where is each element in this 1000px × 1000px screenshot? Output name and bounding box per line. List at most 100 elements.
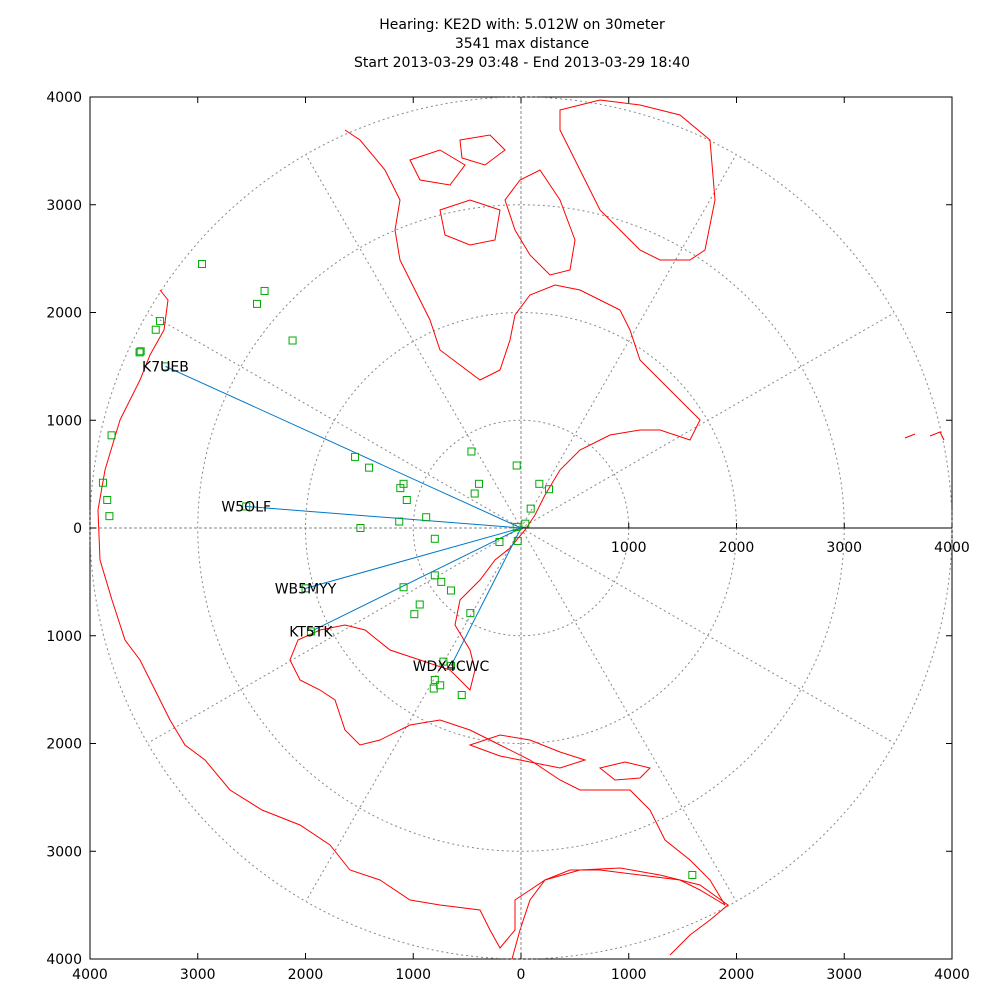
chart-title: Hearing: KE2D with: 5.012W on 30meter 35… bbox=[322, 16, 722, 73]
center-tick-label: 3000 bbox=[826, 540, 862, 556]
spot-marker bbox=[351, 452, 360, 461]
spot-marker bbox=[512, 522, 521, 531]
spot-marker bbox=[521, 519, 530, 528]
coastline-arctic-islands bbox=[409, 134, 506, 246]
spot-marker bbox=[436, 681, 445, 690]
y-tick-label: 3000 bbox=[46, 844, 82, 860]
y-tick-label: 4000 bbox=[46, 952, 82, 968]
coastline-baffin bbox=[504, 169, 576, 276]
spoke-300 bbox=[147, 312, 522, 529]
spot-marker bbox=[365, 463, 374, 472]
spoke-30 bbox=[520, 154, 737, 529]
spot-marker bbox=[151, 325, 160, 334]
spot-marker-wdx4cwc bbox=[446, 661, 455, 670]
spot-line-k7ueb bbox=[165, 365, 522, 529]
center-tick-label: 2000 bbox=[719, 540, 755, 556]
spot-marker bbox=[470, 489, 479, 498]
spot-line-w5olf bbox=[246, 505, 522, 529]
spot-marker bbox=[429, 684, 438, 693]
spot-marker-k7ueb bbox=[161, 362, 170, 371]
spot-line-wdx4cwc bbox=[450, 527, 522, 667]
spoke-330 bbox=[305, 154, 522, 529]
station-label-kt5tk: KT5TK bbox=[289, 624, 333, 640]
spot-marker bbox=[402, 495, 411, 504]
center-tick-label: 1000 bbox=[611, 540, 647, 556]
spot-marker bbox=[422, 513, 431, 522]
spot-marker bbox=[288, 336, 297, 345]
spot-marker bbox=[399, 583, 408, 592]
spot-marker bbox=[98, 478, 107, 487]
spot-marker bbox=[415, 600, 424, 609]
spot-marker bbox=[545, 485, 554, 494]
title-line-2: 3541 max distance bbox=[454, 36, 590, 52]
axis-ticks: 4000 3000 2000 1000 0 1000 2000 3000 40004000300… bbox=[46, 90, 969, 983]
coastline-north-america bbox=[97, 129, 726, 949]
spoke-150 bbox=[520, 527, 737, 902]
y-tick-label: 3000 bbox=[46, 198, 82, 214]
spot-marker bbox=[253, 299, 262, 308]
x-tick-label: 1000 bbox=[611, 967, 647, 983]
station-label-k7ueb: K7UEB bbox=[142, 359, 189, 375]
spot-marker bbox=[136, 347, 145, 356]
spot-marker bbox=[260, 286, 269, 295]
x-tick-label: 4000 bbox=[72, 967, 108, 983]
spot-lines bbox=[165, 365, 522, 667]
spot-marker bbox=[410, 610, 419, 619]
spot-marker bbox=[107, 431, 116, 440]
spot-marker-kt5tk bbox=[306, 627, 315, 636]
spot-marker-wb5myy bbox=[301, 584, 310, 593]
spot-marker bbox=[395, 517, 404, 526]
spot-marker bbox=[430, 675, 439, 684]
spot-marker bbox=[526, 504, 535, 513]
spot-marker bbox=[437, 577, 446, 586]
spot-marker bbox=[396, 484, 405, 493]
spot-line-kt5tk bbox=[310, 527, 522, 632]
x-tick-label: 4000 bbox=[934, 967, 970, 983]
spoke-60 bbox=[520, 312, 895, 529]
coastlines bbox=[97, 99, 945, 960]
spot-marker bbox=[105, 512, 114, 521]
x-tick-label: 3000 bbox=[180, 967, 216, 983]
coastline-hispaniola bbox=[598, 761, 651, 781]
spot-marker bbox=[457, 691, 466, 700]
coastline-south-america bbox=[511, 867, 729, 960]
x-tick-label: 2000 bbox=[288, 967, 324, 983]
title-line-3: Start 2013-03-29 03:48 - End 2013-03-29 … bbox=[354, 55, 690, 71]
spot-marker bbox=[495, 538, 504, 547]
spot-marker bbox=[103, 495, 112, 504]
spot-marker bbox=[535, 479, 544, 488]
x-tick-label: 0 bbox=[517, 967, 526, 983]
center-tick-label: 4000 bbox=[934, 540, 970, 556]
spot-marker bbox=[474, 479, 483, 488]
station-label-wdx4cwc: WDX4CWC bbox=[413, 659, 490, 675]
spot-marker bbox=[156, 317, 165, 326]
spot-marker bbox=[135, 348, 144, 357]
x-tick-label: 1000 bbox=[395, 967, 431, 983]
spot-marker bbox=[446, 586, 455, 595]
spot-marker bbox=[688, 870, 697, 879]
spot-marker bbox=[467, 447, 476, 456]
spot-marker bbox=[198, 260, 207, 269]
station-label-wb5myy: WB5MYY bbox=[275, 581, 337, 597]
spot-marker bbox=[430, 571, 439, 580]
spot-marker bbox=[513, 536, 522, 545]
coastline-cuba bbox=[468, 734, 587, 769]
y-tick-label: 0 bbox=[73, 521, 82, 537]
spot-marker bbox=[512, 461, 521, 470]
station-labels: K7UEB W5OLF WB5MYY KT5TK WDX4CWC bbox=[142, 359, 489, 675]
spoke-120 bbox=[520, 527, 895, 744]
y-tick-label: 2000 bbox=[46, 306, 82, 322]
y-tick-label: 1000 bbox=[46, 629, 82, 645]
y-tick-label: 1000 bbox=[46, 413, 82, 429]
spoke-210 bbox=[305, 527, 522, 902]
spot-marker bbox=[439, 657, 448, 666]
station-label-w5olf: W5OLF bbox=[221, 499, 271, 515]
spoke-240 bbox=[147, 527, 522, 744]
x-tick-label: 2000 bbox=[719, 967, 755, 983]
title-line-1: Hearing: KE2D with: 5.012W on 30meter bbox=[379, 17, 665, 33]
spot-marker bbox=[356, 524, 365, 532]
coastline-greenland bbox=[559, 99, 716, 261]
x-tick-label: 3000 bbox=[826, 967, 862, 983]
spot-markers bbox=[98, 260, 697, 879]
